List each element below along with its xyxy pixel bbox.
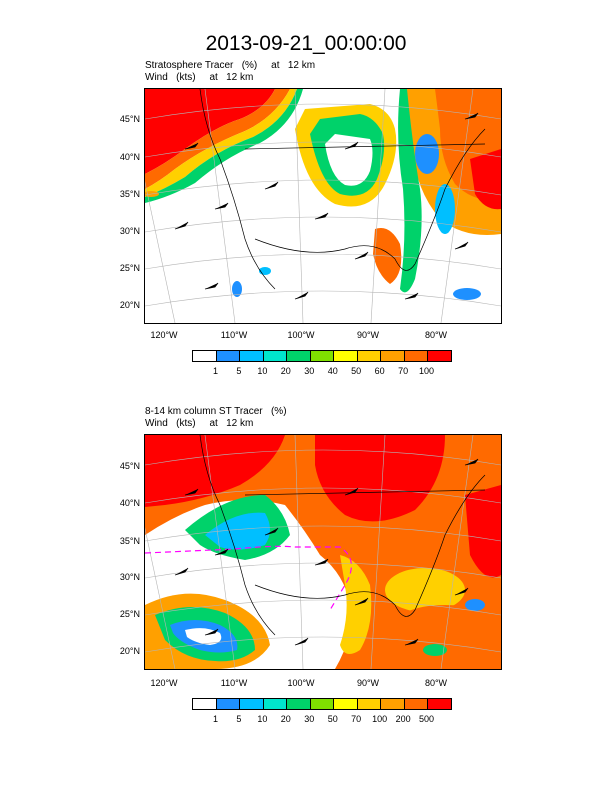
- colorbar-label: 70: [398, 366, 409, 376]
- colorbar-swatch: [193, 351, 217, 361]
- panel2-lon-100: 100°W: [287, 678, 315, 688]
- panel1-lon-120: 120°W: [150, 330, 178, 340]
- panel2-subtitle-wind: Wind (kts) at 12 km: [145, 418, 254, 429]
- panel1-lon-80: 80°W: [424, 330, 448, 340]
- colorbar-label: 100: [372, 714, 388, 724]
- panel2-lat-40: 40°N: [119, 498, 140, 508]
- colorbar-swatch: [428, 351, 452, 361]
- panel1-map: [144, 88, 502, 324]
- panel2-lat-30: 30°N: [119, 572, 140, 582]
- panel1-lat-25: 25°N: [119, 263, 140, 273]
- colorbar-label: 20: [280, 366, 291, 376]
- colorbar-label: 30: [304, 366, 315, 376]
- panel2-lon-80: 80°W: [424, 678, 448, 688]
- colorbar-label: 70: [351, 714, 362, 724]
- panel2-colorbar: [192, 698, 452, 710]
- panel1-subtitle-wind: Wind (kts) at 12 km: [145, 72, 254, 83]
- panel1-lat-45: 45°N: [119, 114, 140, 124]
- colorbar-label: 1: [212, 714, 218, 724]
- panel1-lat-40: 40°N: [119, 152, 140, 162]
- colorbar-swatch: [334, 699, 358, 709]
- colorbar-label: 10: [257, 714, 268, 724]
- panel2-subtitle-tracer: 8-14 km column ST Tracer (%): [145, 406, 287, 417]
- colorbar-swatch: [216, 351, 241, 361]
- panel2-lat-25: 25°N: [119, 609, 140, 619]
- colorbar-swatch: [240, 351, 264, 361]
- colorbar-swatch: [334, 351, 358, 361]
- tracer-field-high: [145, 89, 275, 174]
- colorbar-label: 100: [419, 366, 435, 376]
- colorbar-swatch: [428, 699, 452, 709]
- panel2-lon-110: 110°W: [220, 678, 248, 688]
- colorbar-swatch: [404, 699, 429, 709]
- colorbar-swatch: [240, 699, 264, 709]
- panel1-lat-30: 30°N: [119, 226, 140, 236]
- panel1-lat-35: 35°N: [119, 189, 140, 199]
- colorbar-swatch: [310, 699, 335, 709]
- colorbar-label: 60: [374, 366, 385, 376]
- colorbar-swatch: [357, 351, 382, 361]
- colorbar-swatch: [381, 699, 405, 709]
- colorbar-swatch: [310, 351, 335, 361]
- colorbar-swatch: [404, 351, 429, 361]
- colorbar-label: 50: [327, 714, 338, 724]
- colorbar-label: 5: [236, 366, 242, 376]
- panel2-lon-120: 120°W: [150, 678, 178, 688]
- panel2-lon-90: 90°W: [356, 678, 380, 688]
- colorbar-swatch: [263, 351, 288, 361]
- panel1-lon-100: 100°W: [287, 330, 315, 340]
- panel2-lat-35: 35°N: [119, 536, 140, 546]
- page-title: 2013-09-21_00:00:00: [205, 32, 407, 55]
- colorbar-swatch: [357, 699, 382, 709]
- colorbar-label: 40: [327, 366, 338, 376]
- colorbar-swatch: [263, 699, 288, 709]
- panel2-lat-20: 20°N: [119, 646, 140, 656]
- colorbar-label: 30: [304, 714, 315, 724]
- colorbar-label: 1: [212, 366, 218, 376]
- colorbar-swatch: [216, 699, 241, 709]
- panel1-lat-20: 20°N: [119, 300, 140, 310]
- panel1-colorbar: [192, 350, 452, 362]
- colorbar-swatch: [287, 699, 311, 709]
- panel2-lat-45: 45°N: [119, 461, 140, 471]
- panel1-lon-90: 90°W: [356, 330, 380, 340]
- colorbar-swatch: [287, 351, 311, 361]
- colorbar-swatch: [193, 699, 217, 709]
- colorbar-label: 500: [419, 714, 435, 724]
- panel1-lon-110: 110°W: [220, 330, 248, 340]
- colorbar-label: 10: [257, 366, 268, 376]
- colorbar-label: 50: [351, 366, 362, 376]
- colorbar-label: 200: [395, 714, 411, 724]
- colorbar-swatch: [381, 351, 405, 361]
- colorbar-label: 5: [236, 714, 242, 724]
- colorbar-label: 20: [280, 714, 291, 724]
- contour-line: [145, 545, 352, 611]
- panel2-map: [144, 434, 502, 670]
- panel1-subtitle-tracer: Stratosphere Tracer (%) at 12 km: [145, 60, 316, 71]
